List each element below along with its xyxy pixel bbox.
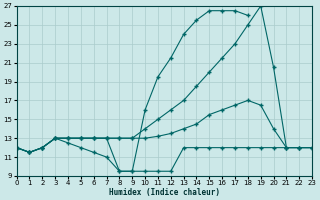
X-axis label: Humidex (Indice chaleur): Humidex (Indice chaleur) (109, 188, 220, 197)
